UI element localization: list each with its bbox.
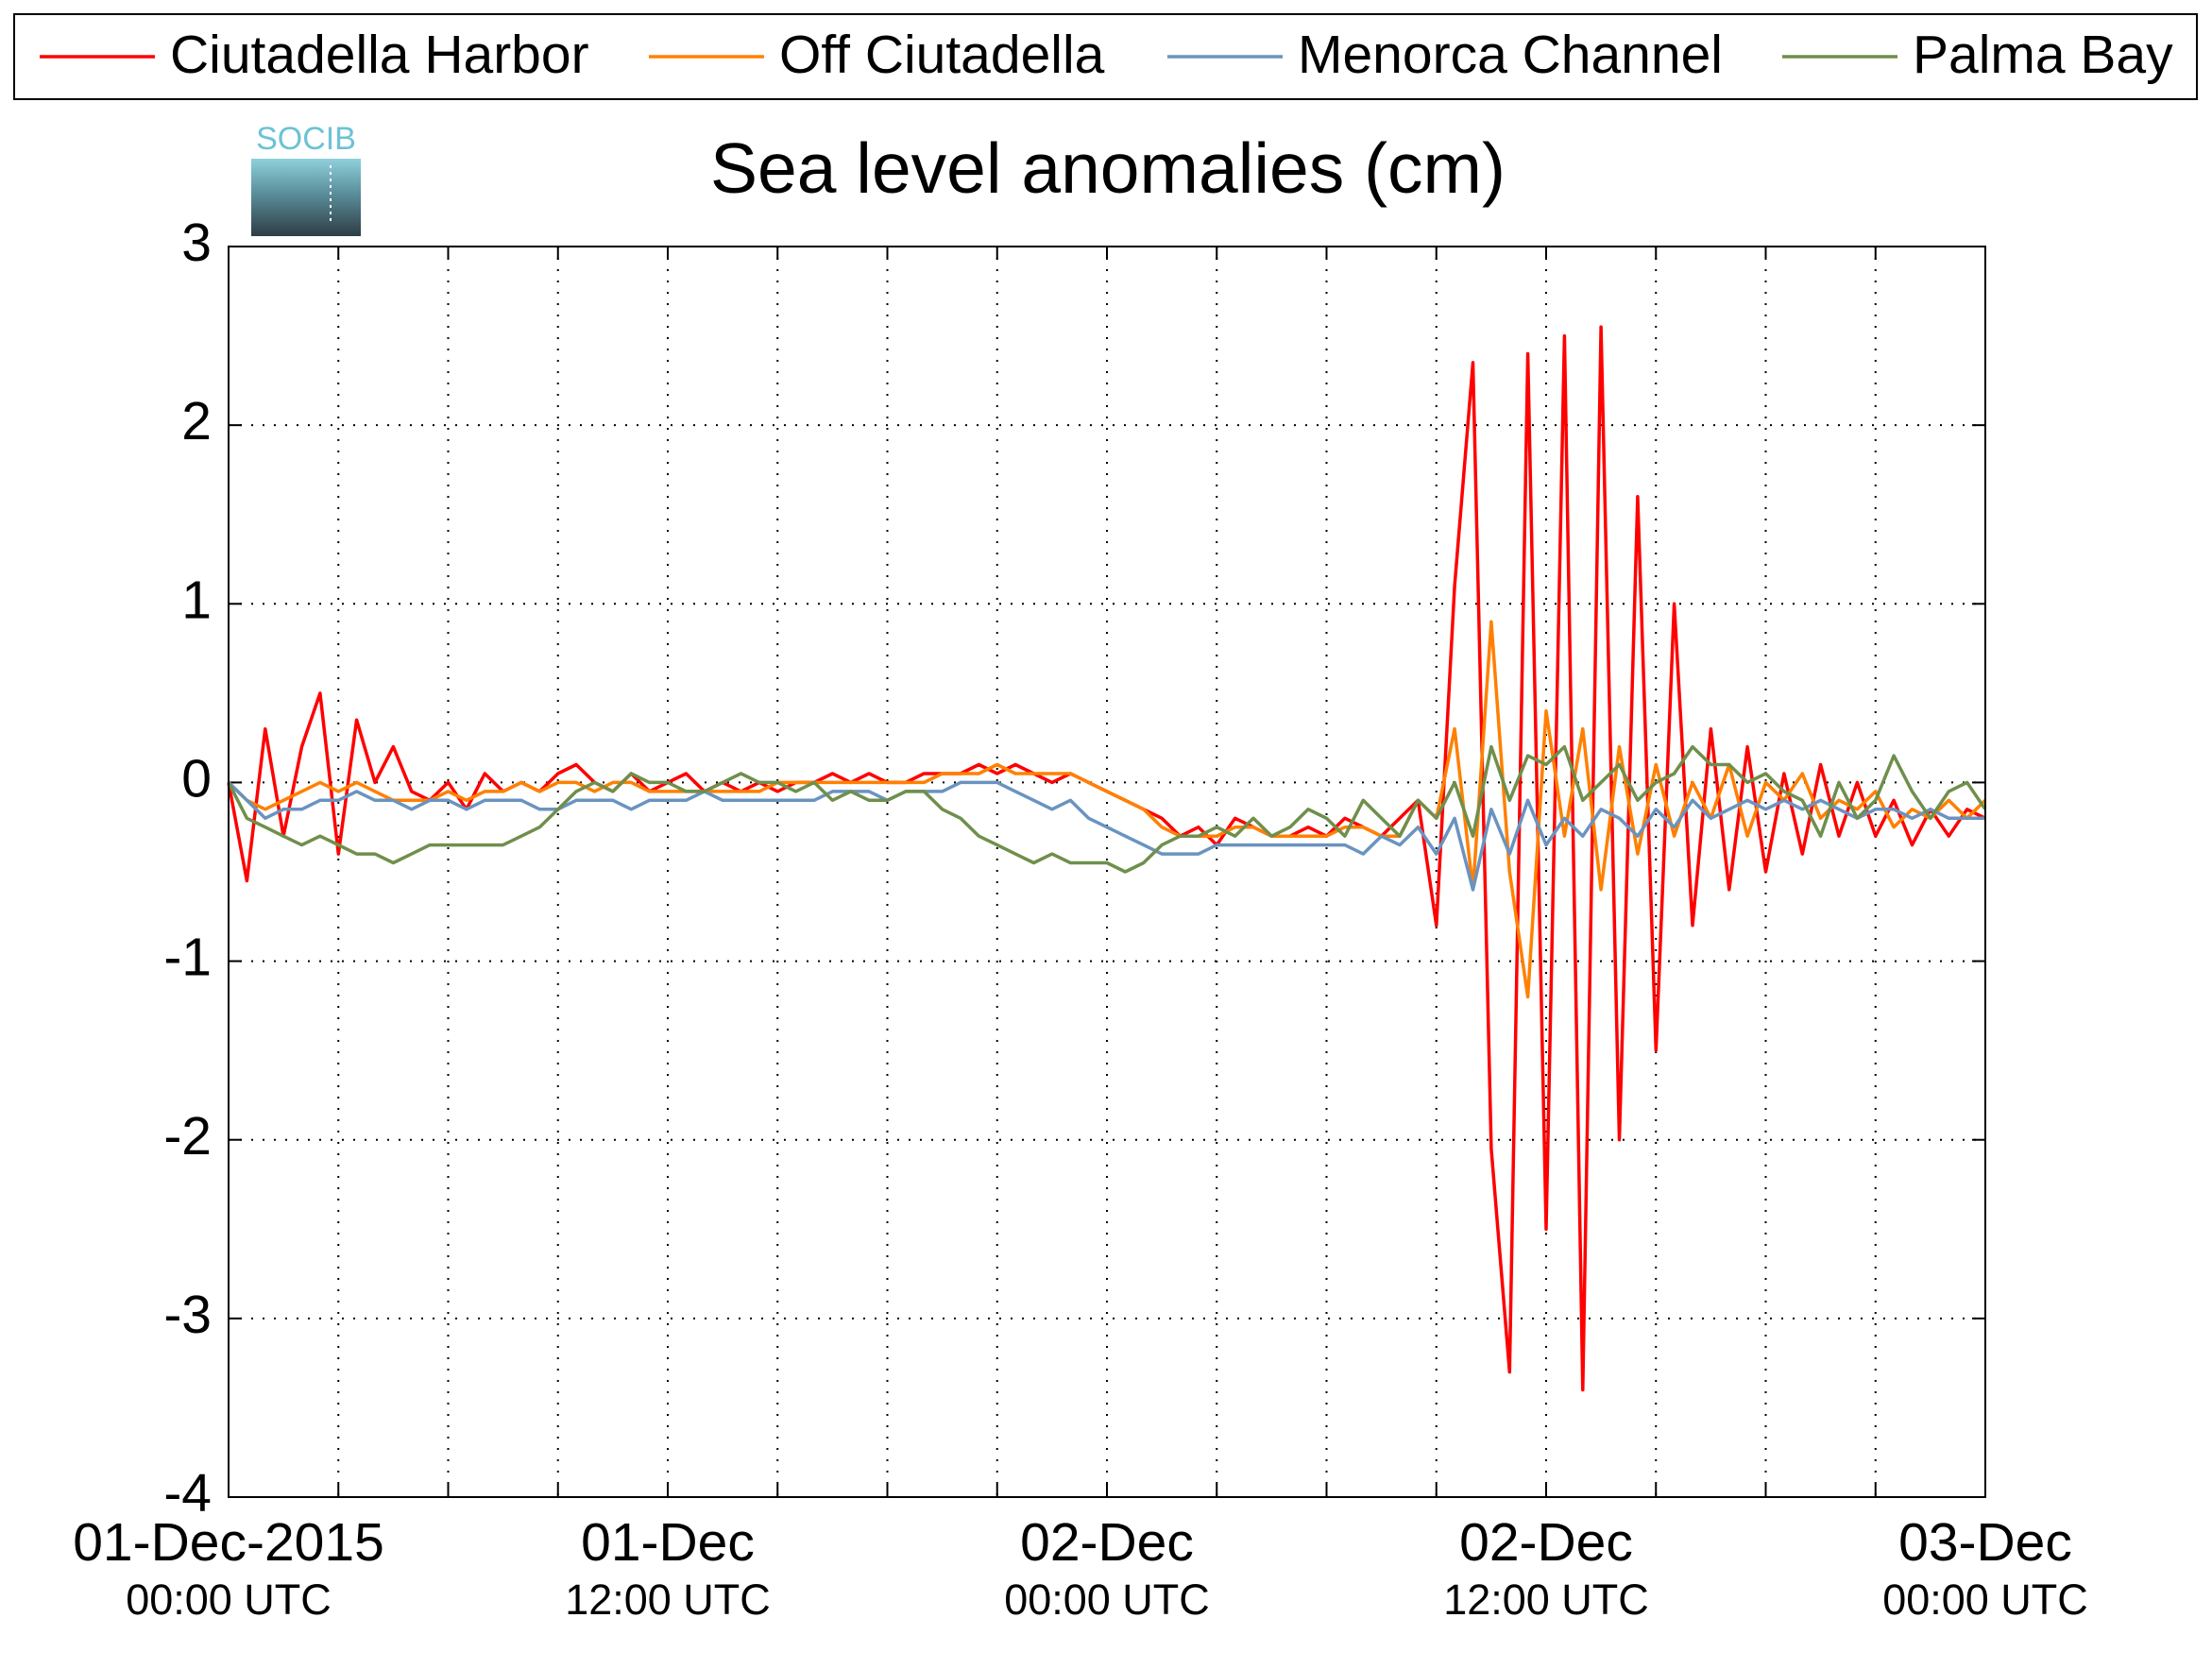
series-line [227, 620, 1987, 999]
x-tick-label: 01-Dec-2015 [73, 1512, 384, 1573]
series-line [227, 744, 1987, 874]
x-tick-label: 02-Dec [1020, 1512, 1194, 1573]
logo-image [251, 159, 361, 236]
y-tick-label: 3 [181, 213, 212, 273]
x-tick-label: 03-Dec [1898, 1512, 2072, 1573]
y-tick-label: 2 [181, 391, 212, 451]
y-tick-label: -4 [163, 1463, 212, 1524]
logo: SOCIB [251, 121, 361, 236]
y-tick-label: -3 [163, 1285, 212, 1345]
x-tick-sublabel: 12:00 UTC [1443, 1575, 1649, 1624]
legend-label: Ciutadella Harbor [170, 25, 589, 85]
legend-label: Palma Bay [1913, 25, 2173, 85]
legend-label: Menorca Channel [1298, 25, 1723, 85]
x-tick-sublabel: 00:00 UTC [1004, 1575, 1210, 1624]
x-tick-label: 02-Dec [1459, 1512, 1633, 1573]
series-line [227, 780, 1985, 892]
y-tick-label: -1 [163, 928, 212, 988]
x-tick-sublabel: 12:00 UTC [565, 1575, 771, 1624]
x-tick-label: 01-Dec [581, 1512, 755, 1573]
x-tick-sublabel: 00:00 UTC [126, 1575, 332, 1624]
logo-text: SOCIB [256, 121, 356, 157]
y-tick-label: -2 [163, 1106, 212, 1167]
chart-title: Sea level anomalies (cm) [710, 128, 1506, 208]
x-tick-sublabel: 00:00 UTC [1882, 1575, 2088, 1624]
legend-label: Off Ciutadella [779, 25, 1105, 85]
plot-frame [228, 246, 1986, 1498]
y-tick-label: 0 [181, 748, 212, 809]
y-tick-label: 1 [181, 570, 212, 630]
